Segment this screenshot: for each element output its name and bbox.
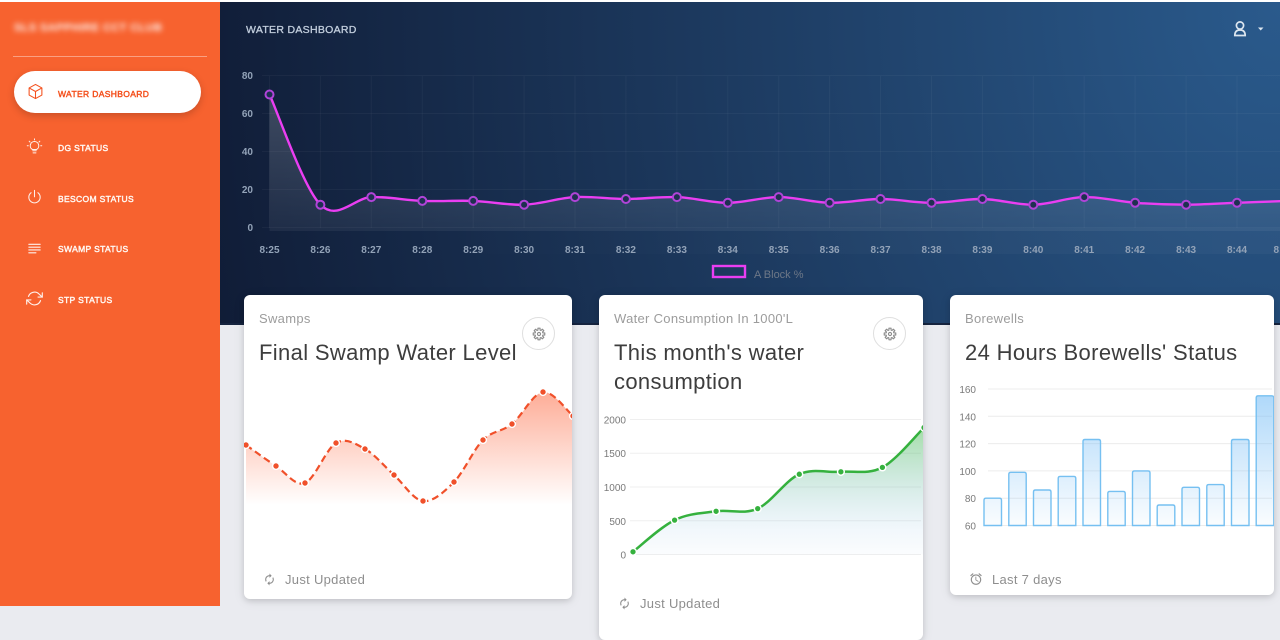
svg-text:8:37: 8:37 <box>870 245 890 256</box>
svg-text:100: 100 <box>959 467 976 478</box>
svg-text:8:33: 8:33 <box>667 245 687 256</box>
svg-text:8:44: 8:44 <box>1227 245 1247 256</box>
svg-text:0: 0 <box>247 223 253 234</box>
svg-text:60: 60 <box>242 109 254 120</box>
svg-text:1000: 1000 <box>604 483 627 494</box>
svg-text:80: 80 <box>965 494 977 505</box>
svg-text:8:40: 8:40 <box>1023 245 1043 256</box>
svg-text:120: 120 <box>959 440 976 451</box>
svg-text:8:42: 8:42 <box>1125 245 1145 256</box>
svg-text:8:34: 8:34 <box>718 245 738 256</box>
svg-text:8:35: 8:35 <box>769 245 789 256</box>
svg-text:8:29: 8:29 <box>463 245 483 256</box>
svg-text:8:43: 8:43 <box>1176 245 1196 256</box>
svg-text:8:30: 8:30 <box>514 245 534 256</box>
svg-text:8:45: 8:45 <box>1273 245 1280 256</box>
svg-text:2000: 2000 <box>604 416 627 427</box>
svg-text:1500: 1500 <box>604 449 627 460</box>
svg-text:0: 0 <box>620 551 626 562</box>
svg-text:20: 20 <box>242 185 254 196</box>
svg-text:60: 60 <box>965 522 977 533</box>
svg-text:8:41: 8:41 <box>1074 245 1094 256</box>
svg-text:40: 40 <box>242 147 254 158</box>
svg-text:8:38: 8:38 <box>921 245 941 256</box>
svg-text:160: 160 <box>959 385 976 396</box>
svg-text:8:28: 8:28 <box>412 245 432 256</box>
svg-text:8:26: 8:26 <box>310 245 330 256</box>
svg-text:8:32: 8:32 <box>616 245 636 256</box>
svg-text:500: 500 <box>609 517 626 528</box>
svg-text:8:39: 8:39 <box>972 245 992 256</box>
svg-text:8:27: 8:27 <box>361 245 381 256</box>
svg-text:80: 80 <box>242 71 254 82</box>
svg-text:A Block %: A Block % <box>754 269 804 281</box>
svg-text:8:25: 8:25 <box>259 245 279 256</box>
svg-text:140: 140 <box>959 412 976 423</box>
svg-text:8:31: 8:31 <box>565 245 585 256</box>
svg-text:8:36: 8:36 <box>820 245 840 256</box>
